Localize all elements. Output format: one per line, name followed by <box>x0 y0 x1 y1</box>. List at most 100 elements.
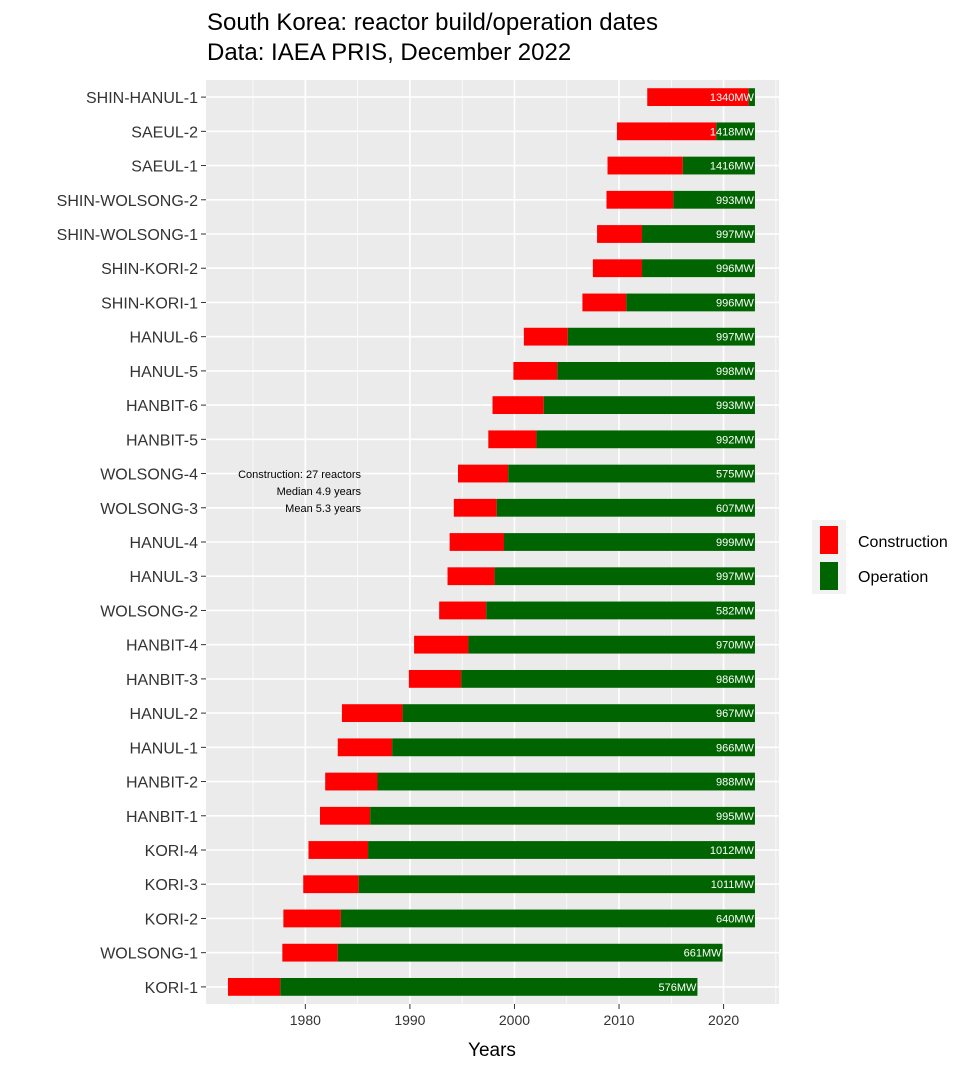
reactor-row: 997MW <box>597 225 755 243</box>
annotation-line-1: Construction: 27 reactors <box>238 469 361 481</box>
operation-bar <box>716 122 755 141</box>
construction-bar <box>492 396 544 415</box>
reactor-name-label: HANUL-3 <box>130 569 199 586</box>
construction-bar <box>283 909 341 928</box>
reactor-name-label: WOLSONG-3 <box>100 501 198 518</box>
reactor-row: 988MW <box>325 772 755 791</box>
construction-bar <box>337 738 393 757</box>
capacity-label: 582MW <box>716 605 755 617</box>
reactor-name-label: SHIN-HANUL-1 <box>86 90 198 107</box>
construction-bar <box>488 430 537 449</box>
annotation-line-2: Median 4.9 years <box>277 486 362 498</box>
x-axis-labels: 1980 1990 2000 2010 2020 <box>290 1004 739 1028</box>
capacity-label: 997MW <box>716 332 755 344</box>
reactor-row: 1416MW <box>607 156 755 175</box>
reactor-name-label: KORI-4 <box>145 843 198 860</box>
capacity-label: 607MW <box>716 503 755 515</box>
construction-bar <box>597 225 643 243</box>
construction-bar <box>439 601 487 620</box>
capacity-label: 966MW <box>716 742 755 754</box>
construction-bar <box>607 156 683 175</box>
reactor-name-label: SHIN-WOLSONG-2 <box>57 193 198 210</box>
capacity-label: 661MW <box>684 948 723 960</box>
operation-bar <box>280 977 698 996</box>
operation-bar <box>748 88 755 107</box>
chart-title: South Korea: reactor build/operation dat… <box>207 9 658 36</box>
reactor-name-label: KORI-3 <box>145 877 198 894</box>
capacity-label: 970MW <box>716 640 755 652</box>
reactor-row: 1418MW <box>616 122 755 141</box>
operation-bar <box>340 909 755 928</box>
capacity-label: 576MW <box>659 982 698 994</box>
reactor-name-label: HANBIT-1 <box>126 809 198 826</box>
capacity-label: 996MW <box>716 297 755 309</box>
reactor-name-label: WOLSONG-4 <box>100 467 198 484</box>
capacity-label: 1416MW <box>710 161 755 173</box>
legend-label-operation: Operation <box>858 569 928 586</box>
construction-bar <box>414 635 469 654</box>
construction-bar <box>647 88 749 107</box>
reactor-row: 996MW <box>582 293 755 312</box>
capacity-label: 999MW <box>716 537 755 549</box>
operation-bar <box>642 259 755 278</box>
reactor-row: 607MW <box>453 498 755 517</box>
reactor-row: 1012MW <box>308 841 755 859</box>
construction-bar <box>457 464 509 483</box>
bars-layer: 576MW 661MW 640MW 1011MW 1012MW 995MW 988MW 966… <box>227 88 755 996</box>
reactor-row: 1011MW <box>303 875 755 894</box>
x-axis-title: Years <box>468 1040 516 1061</box>
capacity-label: 998MW <box>716 366 755 378</box>
x-tick-label: 2020 <box>708 1012 739 1028</box>
operation-bar <box>402 704 755 723</box>
reactor-name-label: WOLSONG-2 <box>100 603 198 620</box>
reactor-row: 986MW <box>408 669 755 688</box>
reactor-row: 967MW <box>341 704 755 723</box>
reactor-row: 576MW <box>227 977 698 996</box>
legend-swatch-construction <box>820 526 838 554</box>
operation-bar <box>557 361 755 380</box>
x-tick-label: 1990 <box>394 1012 425 1028</box>
construction-bar <box>616 122 717 141</box>
reactor-row: 661MW <box>282 943 723 962</box>
reactor-name-label: HANBIT-3 <box>126 672 198 689</box>
operation-bar <box>682 156 755 175</box>
capacity-label: 992MW <box>716 434 755 446</box>
operation-bar <box>496 498 755 517</box>
operation-bar <box>358 875 755 894</box>
capacity-label: 993MW <box>716 195 755 207</box>
reactor-name-label: SHIN-KORI-1 <box>101 295 198 312</box>
operation-bar <box>494 567 755 586</box>
chart-subtitle: Data: IAEA PRIS, December 2022 <box>207 39 571 66</box>
operation-bar <box>337 943 723 962</box>
capacity-label: 967MW <box>716 708 755 720</box>
reactor-row: 998MW <box>513 361 755 380</box>
construction-bar <box>325 772 378 791</box>
reactor-name-label: KORI-1 <box>145 980 198 997</box>
capacity-label: 1340MW <box>710 92 755 104</box>
annotation-line-3: Mean 5.3 years <box>285 503 361 515</box>
operation-bar <box>508 464 755 483</box>
construction-bar <box>308 841 369 859</box>
construction-bar <box>449 533 505 551</box>
capacity-label: 1011MW <box>711 879 755 891</box>
construction-bar <box>453 498 497 517</box>
legend-label-construction: Construction <box>858 534 948 551</box>
construction-bar <box>606 190 674 209</box>
stats-annotation: Construction: 27 reactors Median 4.9 yea… <box>238 469 361 515</box>
reactor-row: 993MW <box>606 190 755 209</box>
capacity-label: 993MW <box>716 400 755 412</box>
capacity-label: 1418MW <box>710 126 755 138</box>
reactor-name-label: SHIN-WOLSONG-1 <box>57 227 198 244</box>
operation-bar <box>392 738 755 757</box>
reactor-name-label: SAEUL-2 <box>131 124 198 141</box>
capacity-label: 996MW <box>716 263 755 275</box>
operation-bar <box>377 772 755 791</box>
reactor-row: 575MW <box>457 464 755 483</box>
x-tick-label: 2000 <box>499 1012 530 1028</box>
operation-bar <box>461 669 755 688</box>
construction-bar <box>447 567 495 586</box>
construction-bar <box>408 669 462 688</box>
reactor-name-label: HANBIT-5 <box>126 432 198 449</box>
reactor-name-label: KORI-2 <box>145 911 198 928</box>
